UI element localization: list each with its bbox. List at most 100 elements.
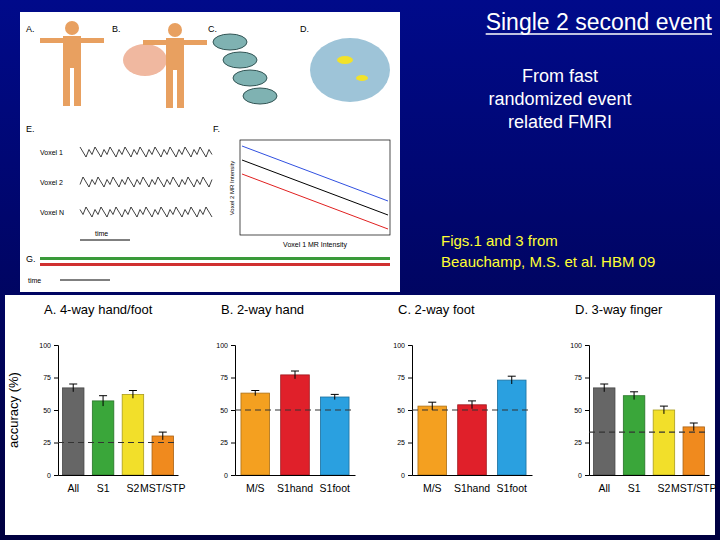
error-bar-line — [472, 401, 473, 409]
y-tick: 75 — [397, 374, 412, 381]
x-tick: S1foot — [497, 475, 527, 494]
y-tick: 50 — [397, 407, 412, 414]
y-tick: 25 — [43, 439, 58, 446]
bar — [62, 388, 83, 475]
panel-letter: F. — [213, 124, 220, 134]
citation-line: Beauchamp, M.S. et al. HBM 09 — [441, 253, 655, 270]
voxel-label: Voxel 2 — [40, 179, 63, 186]
bar-chart: C. 2-way foot0255075100M/SS1handS1foot — [393, 302, 532, 494]
error-bar-line — [511, 376, 512, 384]
y-tick-mark — [54, 410, 58, 411]
voxel-label: Voxel 1 — [40, 149, 63, 156]
error-bar-line — [73, 384, 74, 392]
x-tick: S2 — [658, 475, 671, 494]
brain-activation — [356, 75, 368, 81]
x-tick-label: MST/STP — [671, 482, 717, 494]
panel-letter: B. — [112, 24, 121, 34]
x-tick-label: M/S — [246, 482, 265, 494]
time-label: time — [28, 277, 41, 284]
error-bar — [600, 384, 608, 392]
y-tick-mark — [408, 443, 412, 444]
scatter-frame — [240, 140, 390, 235]
bar — [653, 410, 674, 475]
y-tick: 0 — [578, 472, 589, 479]
y-tick: 100 — [570, 342, 589, 349]
error-bar — [159, 432, 167, 440]
bar — [92, 401, 113, 475]
y-tick-mark — [54, 378, 58, 379]
error-bar-line — [162, 432, 163, 440]
x-tick: S1hand — [277, 475, 313, 494]
x-tick-label: S1 — [628, 482, 641, 494]
x-axis-line — [236, 475, 356, 476]
y-axis-line — [54, 346, 59, 476]
brain-slice — [213, 34, 247, 50]
body-arms — [40, 38, 104, 43]
y-tick-label: 100 — [570, 342, 582, 349]
y-tick-mark — [54, 475, 58, 476]
chart-title: A. 4-way hand/foot — [44, 302, 153, 317]
error-bar-line — [132, 391, 133, 399]
y-tick: 50 — [220, 407, 235, 414]
y-tick-label: 0 — [401, 472, 405, 479]
y-tick-label: 0 — [47, 472, 51, 479]
y-tick: 50 — [574, 407, 589, 414]
x-axis: M/SS1handS1foot — [236, 475, 356, 494]
error-bar-line — [255, 391, 256, 396]
y-tick-label: 50 — [574, 407, 582, 414]
subtitle-line: related FMRI — [508, 112, 612, 132]
y-tick-label: 50 — [220, 407, 228, 414]
x-tick-label: S1foot — [497, 482, 527, 494]
panel-letter: G. — [26, 254, 36, 264]
y-tick-label: 25 — [397, 439, 405, 446]
y-tick-mark — [585, 410, 589, 411]
error-bar-cap — [69, 384, 77, 385]
y-axis: 0255075100 — [570, 342, 589, 479]
panel-letter: E. — [26, 124, 35, 134]
y-tick-label: 75 — [43, 374, 51, 381]
y-tick: 25 — [397, 439, 412, 446]
y-tick: 100 — [393, 342, 412, 349]
plot-area — [58, 384, 178, 475]
charts-background — [5, 295, 715, 535]
body-head — [65, 21, 79, 35]
x-tick: S1 — [97, 475, 110, 494]
error-bar — [660, 406, 668, 414]
error-bar — [630, 392, 638, 400]
chance-line — [235, 409, 355, 410]
y-tick: 100 — [39, 342, 58, 349]
bar — [122, 394, 143, 475]
y-tick: 0 — [224, 472, 235, 479]
x-tick: M/S — [246, 475, 265, 494]
scatter-line — [242, 146, 388, 201]
scatter-ylabel: Voxel 2 MR Intensity — [229, 161, 235, 216]
time-arrow — [80, 240, 130, 241]
brain-slice — [233, 70, 267, 86]
bar — [458, 405, 487, 475]
voxel-trace — [80, 177, 212, 187]
y-tick-label: 0 — [224, 472, 228, 479]
y-tick: 0 — [47, 472, 58, 479]
y-axis-title: accuracy (%) — [6, 372, 21, 448]
bar-chart: D. 3-way finger0255075100AllS1S2MST/STP — [570, 302, 716, 494]
y-tick-mark — [231, 410, 235, 411]
y-tick-label: 50 — [397, 407, 405, 414]
error-bar — [690, 423, 698, 431]
x-tick: All — [598, 475, 610, 494]
y-tick: 50 — [43, 407, 58, 414]
slide-title: Single 2 second event — [486, 9, 713, 35]
x-tick: S1hand — [454, 475, 490, 494]
x-tick-label: All — [598, 482, 610, 494]
bar — [320, 397, 349, 475]
voxel-label: Voxel N — [40, 209, 64, 216]
y-tick-label: 100 — [393, 342, 405, 349]
y-tick: 0 — [401, 472, 412, 479]
chart-title: B. 2-way hand — [221, 302, 304, 317]
x-tick-label: S2 — [658, 482, 671, 494]
x-tick: S1 — [628, 475, 641, 494]
brain-activation — [337, 56, 353, 64]
x-tick: All — [67, 475, 79, 494]
y-tick-mark — [408, 345, 412, 346]
error-bar-line — [693, 423, 694, 431]
sequence — [40, 263, 390, 266]
